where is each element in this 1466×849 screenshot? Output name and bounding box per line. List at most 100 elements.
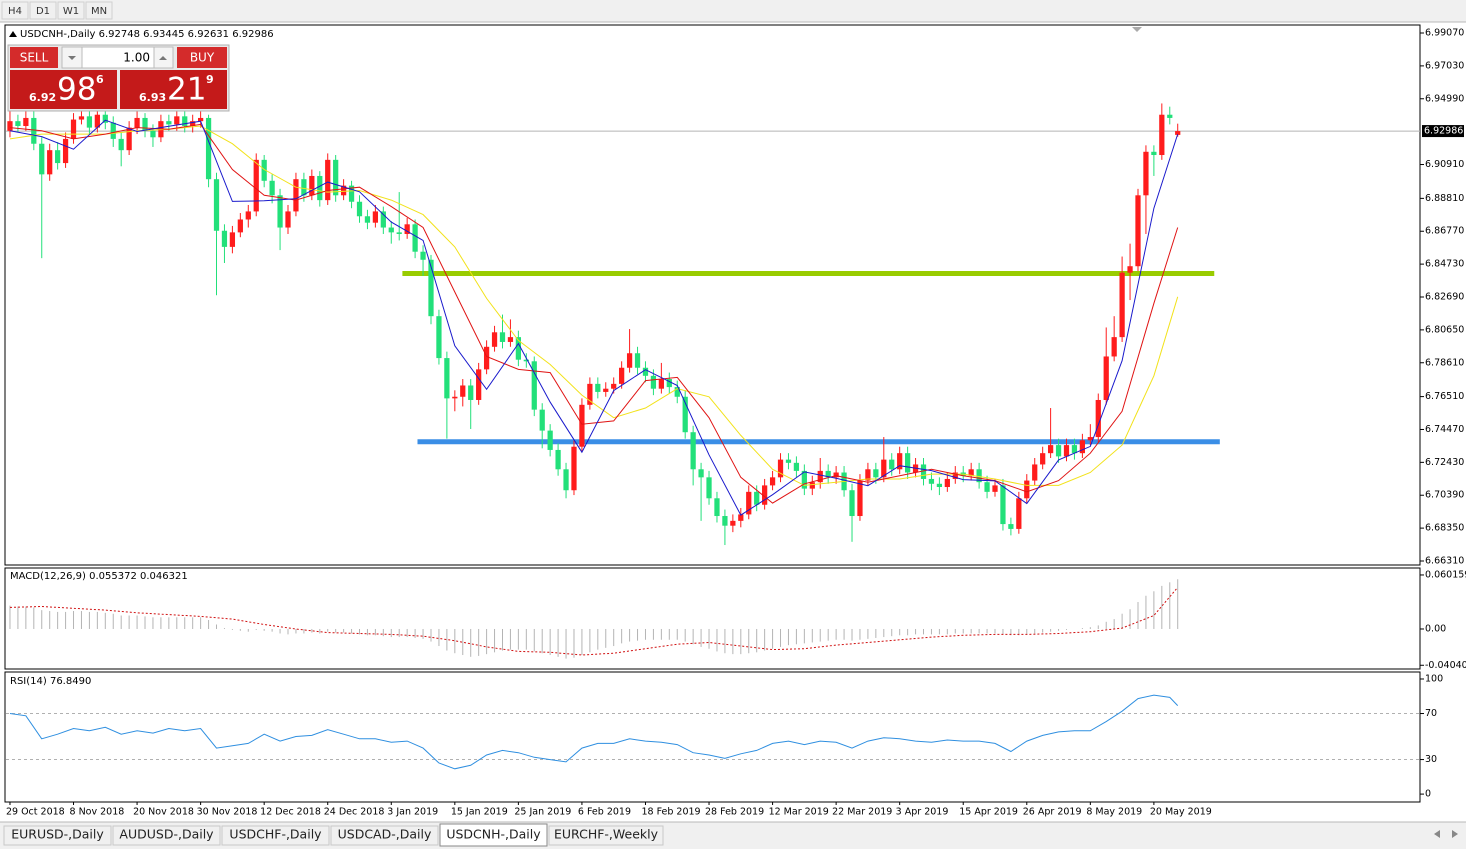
candle-body <box>754 491 760 505</box>
timeframe-button[interactable] <box>1 1 29 20</box>
buy-quote-point: 9 <box>206 73 214 86</box>
chart-menu-icon[interactable] <box>9 31 17 37</box>
candle-body <box>1079 440 1086 454</box>
symbol-tab[interactable] <box>221 825 330 846</box>
candle-body <box>1063 445 1070 457</box>
toolbar <box>0 0 1466 22</box>
candle-body <box>245 211 251 220</box>
x-tick-label: 18 Feb 2019 <box>641 807 700 818</box>
candle-body <box>1167 114 1173 118</box>
x-tick-label: 20 May 2019 <box>1150 807 1212 818</box>
candle-body <box>174 116 180 125</box>
candle-body <box>1103 356 1109 400</box>
sell-button[interactable] <box>10 47 58 68</box>
candle-body <box>396 232 402 234</box>
lot-value[interactable]: 1.00 <box>123 51 150 65</box>
symbol-tab[interactable] <box>548 825 664 846</box>
buy-quote-box[interactable] <box>120 70 227 109</box>
timeframe-label[interactable]: D1 <box>36 6 50 17</box>
candle-body <box>468 385 474 400</box>
sell-label[interactable]: SELL <box>20 51 49 65</box>
candle-body <box>769 477 776 486</box>
tab-scroll[interactable] <box>1434 830 1458 838</box>
candle-body <box>920 464 927 479</box>
candle-body <box>126 127 132 151</box>
candle-body <box>213 179 220 231</box>
candle-body <box>388 227 394 233</box>
sell-quote-box[interactable] <box>10 70 117 109</box>
y-tick-label: 6.99070 <box>1425 28 1464 39</box>
candle-body <box>881 459 887 478</box>
candle-body <box>634 353 641 368</box>
candle-body <box>1047 445 1054 454</box>
y-tick-label: 6.70390 <box>1425 490 1464 501</box>
timeframe-button[interactable] <box>29 1 57 20</box>
candle-body <box>23 117 29 127</box>
symbol-tab-label[interactable]: EURUSD-,Daily <box>11 827 104 842</box>
y-tick-label: 70 <box>1425 708 1437 719</box>
candle-body <box>682 396 688 433</box>
candle-body <box>198 117 204 122</box>
lot-up-arrow <box>159 56 167 60</box>
symbol-tab-label[interactable]: EURCHF-,Weekly <box>554 827 659 842</box>
candle-body <box>865 469 871 481</box>
candle-body <box>31 117 37 144</box>
y-tick-label: 6.84730 <box>1425 259 1464 270</box>
timeframe-button[interactable] <box>57 1 85 20</box>
buy-button[interactable] <box>177 47 227 68</box>
candle-body <box>793 462 800 471</box>
y-tick-label: 6.74470 <box>1425 424 1464 435</box>
symbol-tab[interactable] <box>112 825 221 846</box>
candle-body <box>62 138 69 164</box>
candle-body <box>452 396 458 399</box>
y-tick-label: 6.88810 <box>1425 193 1464 204</box>
rsi-panel <box>4 671 1421 803</box>
candle-body <box>476 369 482 400</box>
symbol-tab[interactable] <box>439 823 548 847</box>
lot-down-arrow <box>68 56 76 60</box>
candle-body <box>412 224 418 252</box>
candle-body <box>229 232 236 247</box>
candle-body <box>333 159 339 196</box>
moving-average <box>9 125 1179 486</box>
candle-body <box>889 459 895 470</box>
moving-average <box>9 123 1179 504</box>
candle-body <box>952 472 958 479</box>
candle-body <box>102 114 108 123</box>
timeframe-label[interactable]: W1 <box>63 6 79 17</box>
buy-label[interactable]: BUY <box>190 51 215 65</box>
candle-body <box>595 383 601 392</box>
y-tick-label: 6.66310 <box>1425 555 1464 566</box>
candle-body <box>428 259 434 317</box>
candle-body <box>674 387 680 397</box>
candle-body <box>1095 399 1101 438</box>
timeframe-label[interactable]: H4 <box>8 6 22 17</box>
symbol-tab-label[interactable]: USDCAD-,Daily <box>338 827 432 842</box>
candle-body <box>722 516 728 526</box>
candle-body <box>587 383 593 405</box>
timeframe-button[interactable] <box>85 1 113 20</box>
symbol-tab-label[interactable]: AUDUSD-,Daily <box>119 827 214 842</box>
symbol-tab[interactable] <box>3 825 112 846</box>
candle-body <box>833 472 839 478</box>
candle-body <box>976 469 982 483</box>
x-tick-label: 25 Jan 2019 <box>514 807 571 818</box>
timeframe-label[interactable]: MN <box>91 6 107 17</box>
candle-body <box>293 179 299 212</box>
candle-body <box>118 138 124 151</box>
symbol-tab[interactable] <box>330 825 439 846</box>
candle-body <box>825 470 831 478</box>
candle-body <box>507 337 514 342</box>
candle-body <box>94 114 100 128</box>
candle-body <box>897 453 903 470</box>
symbol-tab-label[interactable]: USDCHF-,Daily <box>229 827 322 842</box>
macd-panel <box>4 567 1421 670</box>
candle-body <box>269 180 275 196</box>
candle-body <box>47 150 53 175</box>
candle-body <box>785 459 792 463</box>
symbol-tab-label[interactable]: USDCNH-,Daily <box>446 827 541 842</box>
x-tick-label: 3 Apr 2019 <box>896 807 949 818</box>
x-tick-label: 12 Dec 2018 <box>260 807 321 818</box>
candle-body <box>205 117 212 180</box>
candle-body <box>730 520 736 526</box>
